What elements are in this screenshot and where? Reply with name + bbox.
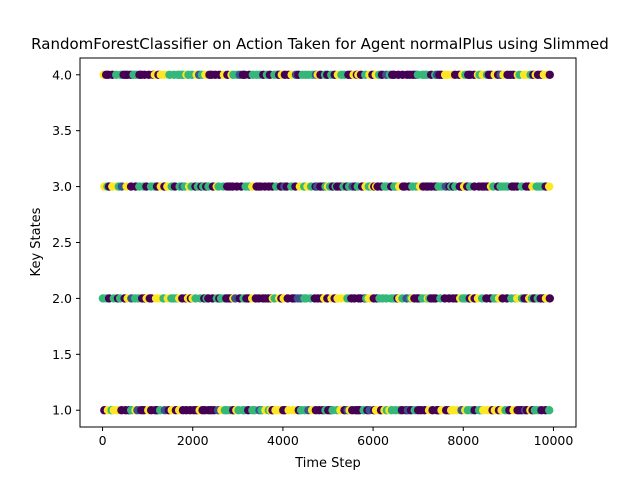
x-tick-label: 10000 [534,433,574,448]
y-tick-label: 2.5 [52,235,72,250]
y-tick-label: 1.5 [52,347,72,362]
points-layer [98,70,555,415]
x-tick-label: 4000 [267,433,299,448]
chart-title: RandomForestClassifier on Action Taken f… [31,35,609,53]
y-tick-label: 3.0 [52,179,72,194]
x-axis-label: Time Step [294,456,361,471]
plot-frame [79,57,577,428]
x-tick-label: 8000 [447,433,479,448]
y-tick-label: 2.0 [52,291,72,306]
y-axis: 1.0 1.5 2.0 2.5 3.0 3.5 4.0 [52,67,80,418]
x-tick-label: 2000 [177,433,209,448]
x-tick-label: 6000 [357,433,389,448]
data-point [545,70,554,79]
data-point [545,406,554,415]
y-tick-label: 4.0 [52,67,72,82]
data-point [544,182,554,191]
y-tick-label: 3.5 [52,123,72,138]
y-axis-label: Key States [29,207,44,276]
y-tick-label: 1.0 [52,403,72,418]
x-tick-label: 0 [99,433,107,448]
x-axis: 0 2000 4000 6000 8000 10000 [99,427,574,448]
data-point [545,294,555,303]
